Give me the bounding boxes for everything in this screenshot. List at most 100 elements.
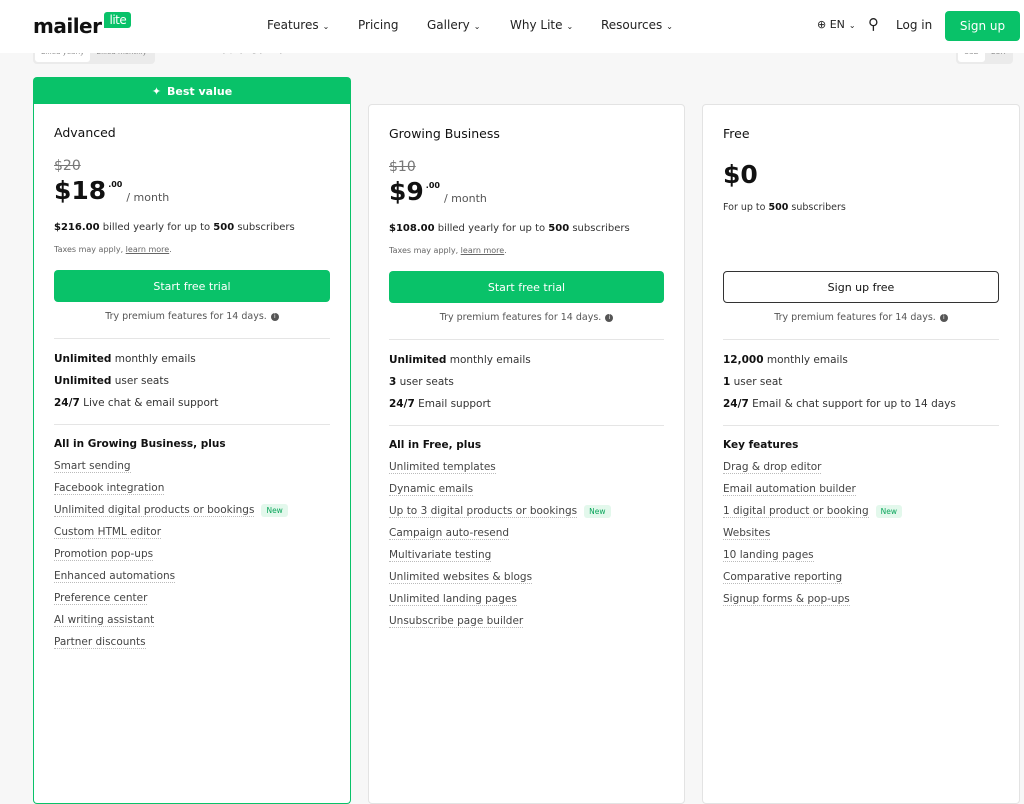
nav-pricing[interactable]: Pricing	[358, 18, 398, 32]
feature-name[interactable]: Websites	[723, 527, 771, 540]
feature-name[interactable]: Drag & drop editor	[723, 461, 822, 474]
feature-name[interactable]: Email automation builder	[723, 483, 856, 496]
divider	[723, 425, 999, 426]
feature-text: user seats	[396, 376, 454, 388]
subscriber-count: 500	[213, 222, 235, 233]
feature-text: Email & chat support for up to 14 days	[748, 398, 956, 410]
learn-more-link[interactable]: learn more	[125, 245, 170, 254]
mailerlite-logo[interactable]: mailer lite	[33, 12, 132, 38]
feature-text: Live chat & email support	[79, 397, 219, 409]
info-icon[interactable]: i	[270, 312, 279, 321]
learn-more-link[interactable]: learn more	[460, 246, 505, 255]
price-amount: $18	[54, 176, 107, 205]
feature-name[interactable]: Unsubscribe page builder	[389, 615, 524, 628]
feature-name[interactable]: Facebook integration	[54, 482, 165, 495]
tax-text: Taxes may apply,	[389, 246, 461, 255]
plan-cta-button[interactable]: Sign up free	[723, 271, 999, 303]
login-link[interactable]: Log in	[896, 18, 933, 32]
feature-text: monthly emails	[763, 354, 848, 366]
trial-note: Try premium features for 14 days. i	[54, 311, 330, 322]
feature-list-heading: All in Free, plus	[389, 439, 482, 451]
feature-name[interactable]: Enhanced automations	[54, 570, 176, 583]
feature-name[interactable]: 10 landing pages	[723, 549, 814, 562]
lang-label: EN	[829, 18, 845, 31]
feature-name[interactable]: Unlimited landing pages	[389, 593, 517, 606]
info-icon[interactable]: i	[605, 313, 614, 322]
feature-name[interactable]: Preference center	[54, 592, 148, 605]
list-item: Websites	[723, 527, 999, 549]
core-feature: Unlimited monthly emails	[389, 354, 664, 376]
list-item: Unlimited landing pages	[389, 593, 664, 615]
billed-text: For up to	[723, 202, 769, 213]
feature-name[interactable]: Unlimited digital products or bookings	[54, 504, 255, 517]
price-amount: $9	[389, 177, 424, 206]
plan-cta-button[interactable]: Start free trial	[54, 270, 330, 302]
nav-why-lite[interactable]: Why Lite ⌄	[510, 18, 573, 32]
tax-note: Taxes may apply, learn more.	[389, 246, 507, 255]
feature-name[interactable]: Unlimited templates	[389, 461, 496, 474]
subscriber-count: 500	[768, 202, 789, 213]
subscriber-count: 500	[548, 223, 570, 234]
plan-card-growing-business: Growing Business $10 $9.00/ month $108.00 b…	[368, 104, 685, 804]
feature-name[interactable]: Dynamic emails	[389, 483, 474, 496]
new-badge: New	[261, 504, 288, 517]
plan-name: Free	[723, 126, 750, 141]
nav-label: Why Lite	[510, 18, 563, 32]
list-item: Unlimited digital products or bookings Ne…	[54, 504, 330, 526]
core-feature: 12,000 monthly emails	[723, 354, 999, 376]
top-nav: mailer lite Features ⌄ Pricing Gallery ⌄ Wh…	[0, 0, 1024, 53]
feature-name[interactable]: Unlimited websites & blogs	[389, 571, 533, 584]
feature-value: Unlimited	[54, 375, 112, 387]
logo-word: mailer	[33, 14, 102, 38]
feature-name[interactable]: Smart sending	[54, 460, 131, 473]
divider	[389, 425, 664, 426]
tax-note: Taxes may apply, learn more.	[54, 245, 172, 254]
feature-name[interactable]: Campaign auto-resend	[389, 527, 510, 540]
list-item: Enhanced automations	[54, 570, 330, 592]
sparkle-icon: ✦	[151, 84, 162, 98]
feature-value: 3	[389, 376, 397, 388]
list-item: Drag & drop editor	[723, 461, 999, 483]
feature-name[interactable]: AI writing assistant	[54, 614, 155, 627]
feature-list: All in Free, plus Unlimited templates Dyna…	[389, 439, 664, 637]
billing-info: For up to 500 subscribers	[723, 202, 999, 213]
plan-name: Growing Business	[389, 126, 500, 141]
list-item: Partner discounts	[54, 636, 330, 658]
nav-gallery[interactable]: Gallery ⌄	[427, 18, 480, 32]
subs-text: subscribers	[569, 223, 630, 234]
nav-label: Resources	[601, 18, 663, 32]
list-item: Unlimited websites & blogs	[389, 571, 664, 593]
price-period: / month	[126, 191, 170, 204]
plan-price: $9.00/ month	[389, 177, 664, 206]
feature-name[interactable]: Promotion pop-ups	[54, 548, 154, 561]
feature-name[interactable]: 1 digital product or booking	[723, 505, 869, 518]
feature-name[interactable]: Custom HTML editor	[54, 526, 162, 539]
feature-name[interactable]: Multivariate testing	[389, 549, 492, 562]
language-selector[interactable]: ⊕ EN ⌄	[817, 18, 856, 31]
billed-amount: $216.00	[54, 222, 100, 233]
nav-resources[interactable]: Resources ⌄	[601, 18, 673, 32]
core-feature: 1 user seat	[723, 376, 999, 398]
signup-button[interactable]: Sign up	[945, 11, 1020, 41]
feature-list-heading: Key features	[723, 439, 799, 451]
trial-text: Try premium features for 14 days.	[105, 311, 267, 322]
billing-info: $216.00 billed yearly for up to 500 subs…	[54, 222, 330, 233]
info-icon[interactable]: i	[939, 313, 948, 322]
feature-list: Key features Drag & drop editor Email auto…	[723, 439, 999, 615]
feature-name[interactable]: Partner discounts	[54, 636, 146, 649]
billed-text: billed yearly for up to	[434, 223, 549, 234]
logo-badge: lite	[104, 12, 132, 28]
billed-text: billed yearly for up to	[99, 222, 214, 233]
list-item: Signup forms & pop-ups	[723, 593, 999, 615]
feature-name[interactable]: Comparative reporting	[723, 571, 843, 584]
badge-label: Best value	[167, 84, 233, 98]
feature-name[interactable]: Up to 3 digital products or bookings	[389, 505, 578, 518]
feature-name[interactable]: Signup forms & pop-ups	[723, 593, 850, 606]
feature-text: Email support	[414, 398, 491, 410]
chevron-down-icon: ⌄	[473, 22, 481, 31]
list-item: AI writing assistant	[54, 614, 330, 636]
best-value-badge: ✦ Best value	[33, 77, 351, 105]
nav-features[interactable]: Features ⌄	[267, 18, 329, 32]
search-icon[interactable]: ⚲	[868, 15, 879, 33]
plan-cta-button[interactable]: Start free trial	[389, 271, 664, 303]
